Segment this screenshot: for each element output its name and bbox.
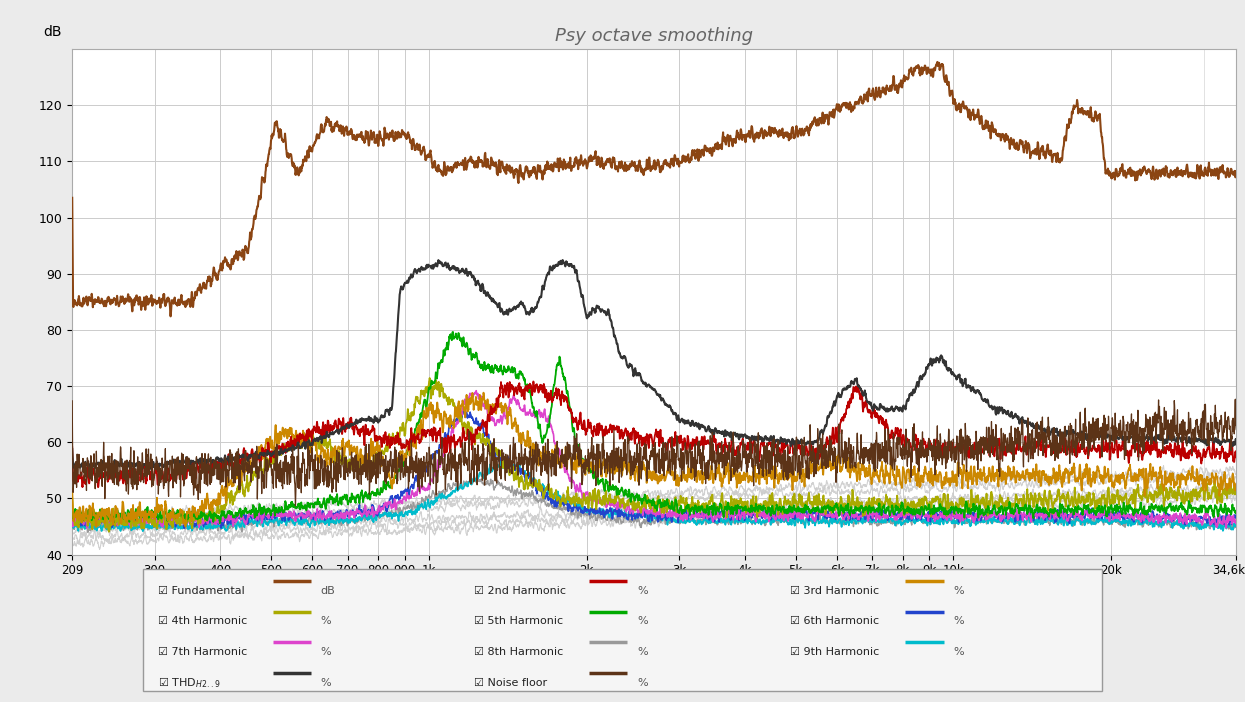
Text: %: % [637,616,647,626]
Text: %: % [954,616,964,626]
Text: %: % [320,616,331,626]
Text: dB: dB [320,585,335,596]
FancyBboxPatch shape [143,569,1102,691]
Text: dB: dB [44,25,61,39]
Text: %: % [320,678,331,688]
Text: ☑ 6th Harmonic: ☑ 6th Harmonic [791,616,879,626]
Text: %: % [637,585,647,596]
Text: ☑ 7th Harmonic: ☑ 7th Harmonic [158,647,247,657]
Text: %: % [954,647,964,657]
Text: ☑ THD$_{H2..9}$: ☑ THD$_{H2..9}$ [158,675,220,690]
Text: %: % [320,647,331,657]
Text: ☑ 3rd Harmonic: ☑ 3rd Harmonic [791,585,879,596]
Text: ☑ 8th Harmonic: ☑ 8th Harmonic [474,647,563,657]
Text: %: % [637,647,647,657]
Text: %: % [954,585,964,596]
Text: ☑ 9th Harmonic: ☑ 9th Harmonic [791,647,879,657]
Text: ☑ Noise floor: ☑ Noise floor [474,678,547,688]
Text: ☑ 5th Harmonic: ☑ 5th Harmonic [474,616,563,626]
Text: ☑ 2nd Harmonic: ☑ 2nd Harmonic [474,585,566,596]
Text: ☑ 4th Harmonic: ☑ 4th Harmonic [158,616,247,626]
Title: Psy octave smoothing: Psy octave smoothing [555,27,753,45]
Text: ☑ Fundamental: ☑ Fundamental [158,585,244,596]
Text: %: % [637,678,647,688]
